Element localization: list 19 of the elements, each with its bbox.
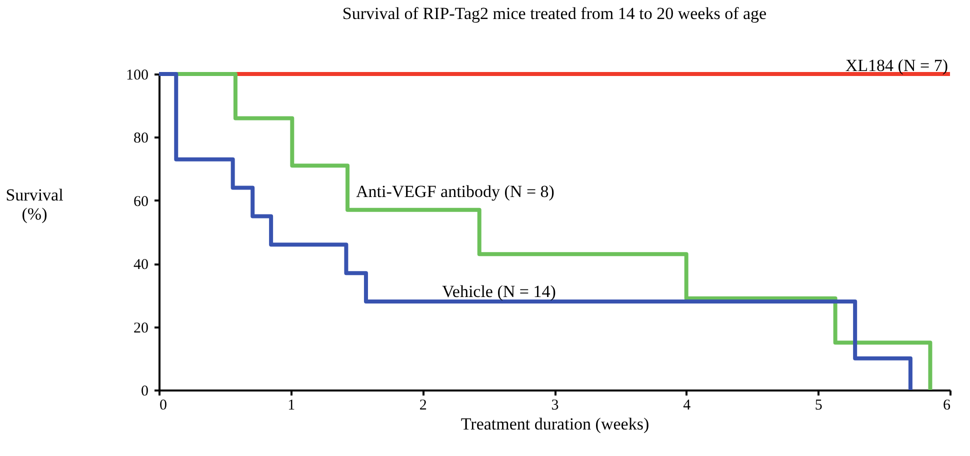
y-axis-title: Survival (%) [6,186,64,224]
x-tick-label: 3 [551,398,559,414]
x-tick-label: 6 [943,398,951,414]
x-axis-title: Treatment duration (weeks) [460,414,650,434]
y-tick-label: 60 [134,194,148,210]
series-label: Vehicle (N = 14) [442,282,556,301]
series-label: XL184 (N = 7) [845,56,948,75]
x-tick-label: 5 [814,398,822,414]
y-tick-label: 40 [134,257,148,274]
y-tick-label: 100 [126,68,148,84]
x-tick-label: 0 [160,398,167,414]
y-tick-label: 80 [134,130,148,147]
series-label: Anti-VEGF antibody (N = 8) [356,182,554,201]
x-tick-label: 2 [419,398,427,414]
x-tick-label: 4 [683,398,692,414]
y-tick-label: 0 [141,384,148,400]
chart-title: Survival of RIP-Tag2 mice treated from 14 to 20 weeks of age [342,4,767,23]
x-tick-label: 1 [288,398,296,414]
y-tick-label: 20 [134,320,148,336]
